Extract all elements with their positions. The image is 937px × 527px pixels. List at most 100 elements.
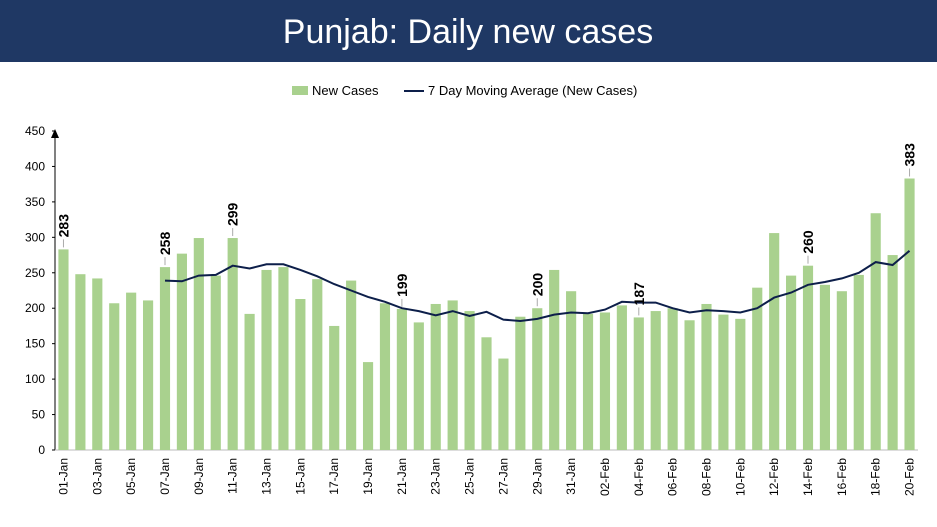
x-tick-label: 02-Feb: [598, 458, 612, 496]
bar: [549, 269, 560, 450]
bar: [599, 312, 611, 450]
bar: [126, 292, 137, 450]
bar: [346, 280, 357, 450]
bar: [75, 274, 86, 450]
x-tick-label: 01-Jan: [56, 458, 70, 495]
y-tick-label: 100: [25, 372, 45, 386]
bar: [718, 314, 729, 450]
bar: [515, 316, 526, 450]
bar: [464, 311, 475, 450]
bar: [396, 308, 407, 450]
bar: [650, 311, 661, 450]
y-axis-arrow: [51, 129, 59, 138]
bar: [159, 267, 171, 450]
bar: [430, 303, 441, 450]
bar: [176, 253, 187, 450]
y-tick-label: 300: [25, 230, 45, 244]
y-tick-label: 0: [38, 443, 45, 457]
bar: [819, 284, 831, 450]
x-tick-label: 04-Feb: [632, 458, 646, 496]
bar: [836, 291, 847, 450]
x-tick-label: 27-Jan: [496, 458, 510, 495]
x-tick-label: 15-Jan: [293, 458, 307, 495]
bar: [244, 313, 255, 450]
legend-swatch: [292, 86, 308, 95]
y-tick-label: 250: [25, 266, 45, 280]
bar: [616, 305, 627, 450]
bar: [498, 358, 509, 450]
bar: [752, 287, 763, 450]
bar: [853, 274, 864, 450]
data-label: 383: [902, 143, 918, 167]
bar: [887, 255, 898, 450]
bar: [329, 325, 340, 450]
bar: [735, 318, 746, 450]
bar: [413, 322, 424, 450]
bar: [481, 337, 492, 450]
y-tick-label: 350: [25, 195, 45, 209]
x-tick-label: 11-Jan: [226, 458, 240, 494]
bar: [58, 249, 69, 450]
bar: [786, 275, 797, 450]
bar: [684, 320, 695, 450]
bar: [210, 275, 221, 450]
bar: [261, 269, 272, 450]
bar: [142, 300, 154, 450]
y-tick-label: 400: [25, 159, 45, 173]
data-label: 200: [529, 273, 545, 297]
bar: [633, 317, 644, 450]
bar: [278, 267, 289, 450]
data-label: 187: [631, 282, 647, 306]
bar: [227, 238, 238, 450]
bar: [667, 308, 678, 450]
data-label: 283: [55, 214, 71, 238]
x-tick-label: 17-Jan: [327, 458, 341, 495]
y-tick-label: 200: [25, 301, 45, 315]
x-tick-label: 18-Feb: [869, 458, 883, 496]
bar: [362, 362, 374, 450]
x-tick-label: 03-Jan: [90, 458, 104, 495]
y-tick-label: 150: [25, 337, 45, 351]
legend-label: New Cases: [312, 83, 379, 98]
bar: [295, 299, 306, 450]
x-tick-label: 07-Jan: [158, 458, 172, 495]
x-tick-label: 20-Feb: [903, 458, 917, 496]
x-tick-label: 10-Feb: [733, 458, 747, 496]
x-tick-label: 31-Jan: [564, 458, 578, 495]
bar: [92, 278, 103, 450]
bar: [701, 303, 712, 450]
data-label: 299: [225, 202, 241, 226]
legend-label: 7 Day Moving Average (New Cases): [428, 83, 637, 98]
bar: [109, 303, 120, 450]
x-tick-label: 09-Jan: [192, 458, 206, 495]
x-tick-label: 08-Feb: [699, 458, 713, 496]
bar: [566, 291, 577, 450]
x-tick-label: 12-Feb: [767, 458, 781, 496]
bar: [379, 303, 391, 450]
bar: [582, 313, 594, 450]
x-tick-label: 23-Jan: [429, 458, 443, 495]
moving-average-line: [164, 250, 911, 323]
bar: [193, 238, 204, 450]
data-label: 199: [394, 273, 410, 297]
bar: [870, 213, 881, 450]
x-tick-label: 29-Jan: [530, 458, 544, 495]
bar: [312, 279, 323, 450]
bar: [802, 265, 814, 450]
y-tick-label: 50: [32, 408, 46, 422]
x-tick-label: 06-Feb: [666, 458, 680, 496]
x-tick-label: 14-Feb: [801, 458, 815, 496]
bar: [904, 178, 915, 451]
x-tick-label: 19-Jan: [361, 458, 375, 495]
title-banner: [0, 0, 937, 62]
data-label: 260: [800, 230, 816, 254]
x-tick-label: 16-Feb: [835, 458, 849, 496]
y-tick-label: 450: [25, 124, 45, 138]
x-tick-label: 05-Jan: [124, 458, 138, 495]
x-tick-label: 25-Jan: [463, 458, 477, 495]
bar: [769, 233, 780, 450]
x-tick-label: 13-Jan: [260, 458, 274, 495]
bar: [532, 308, 543, 450]
